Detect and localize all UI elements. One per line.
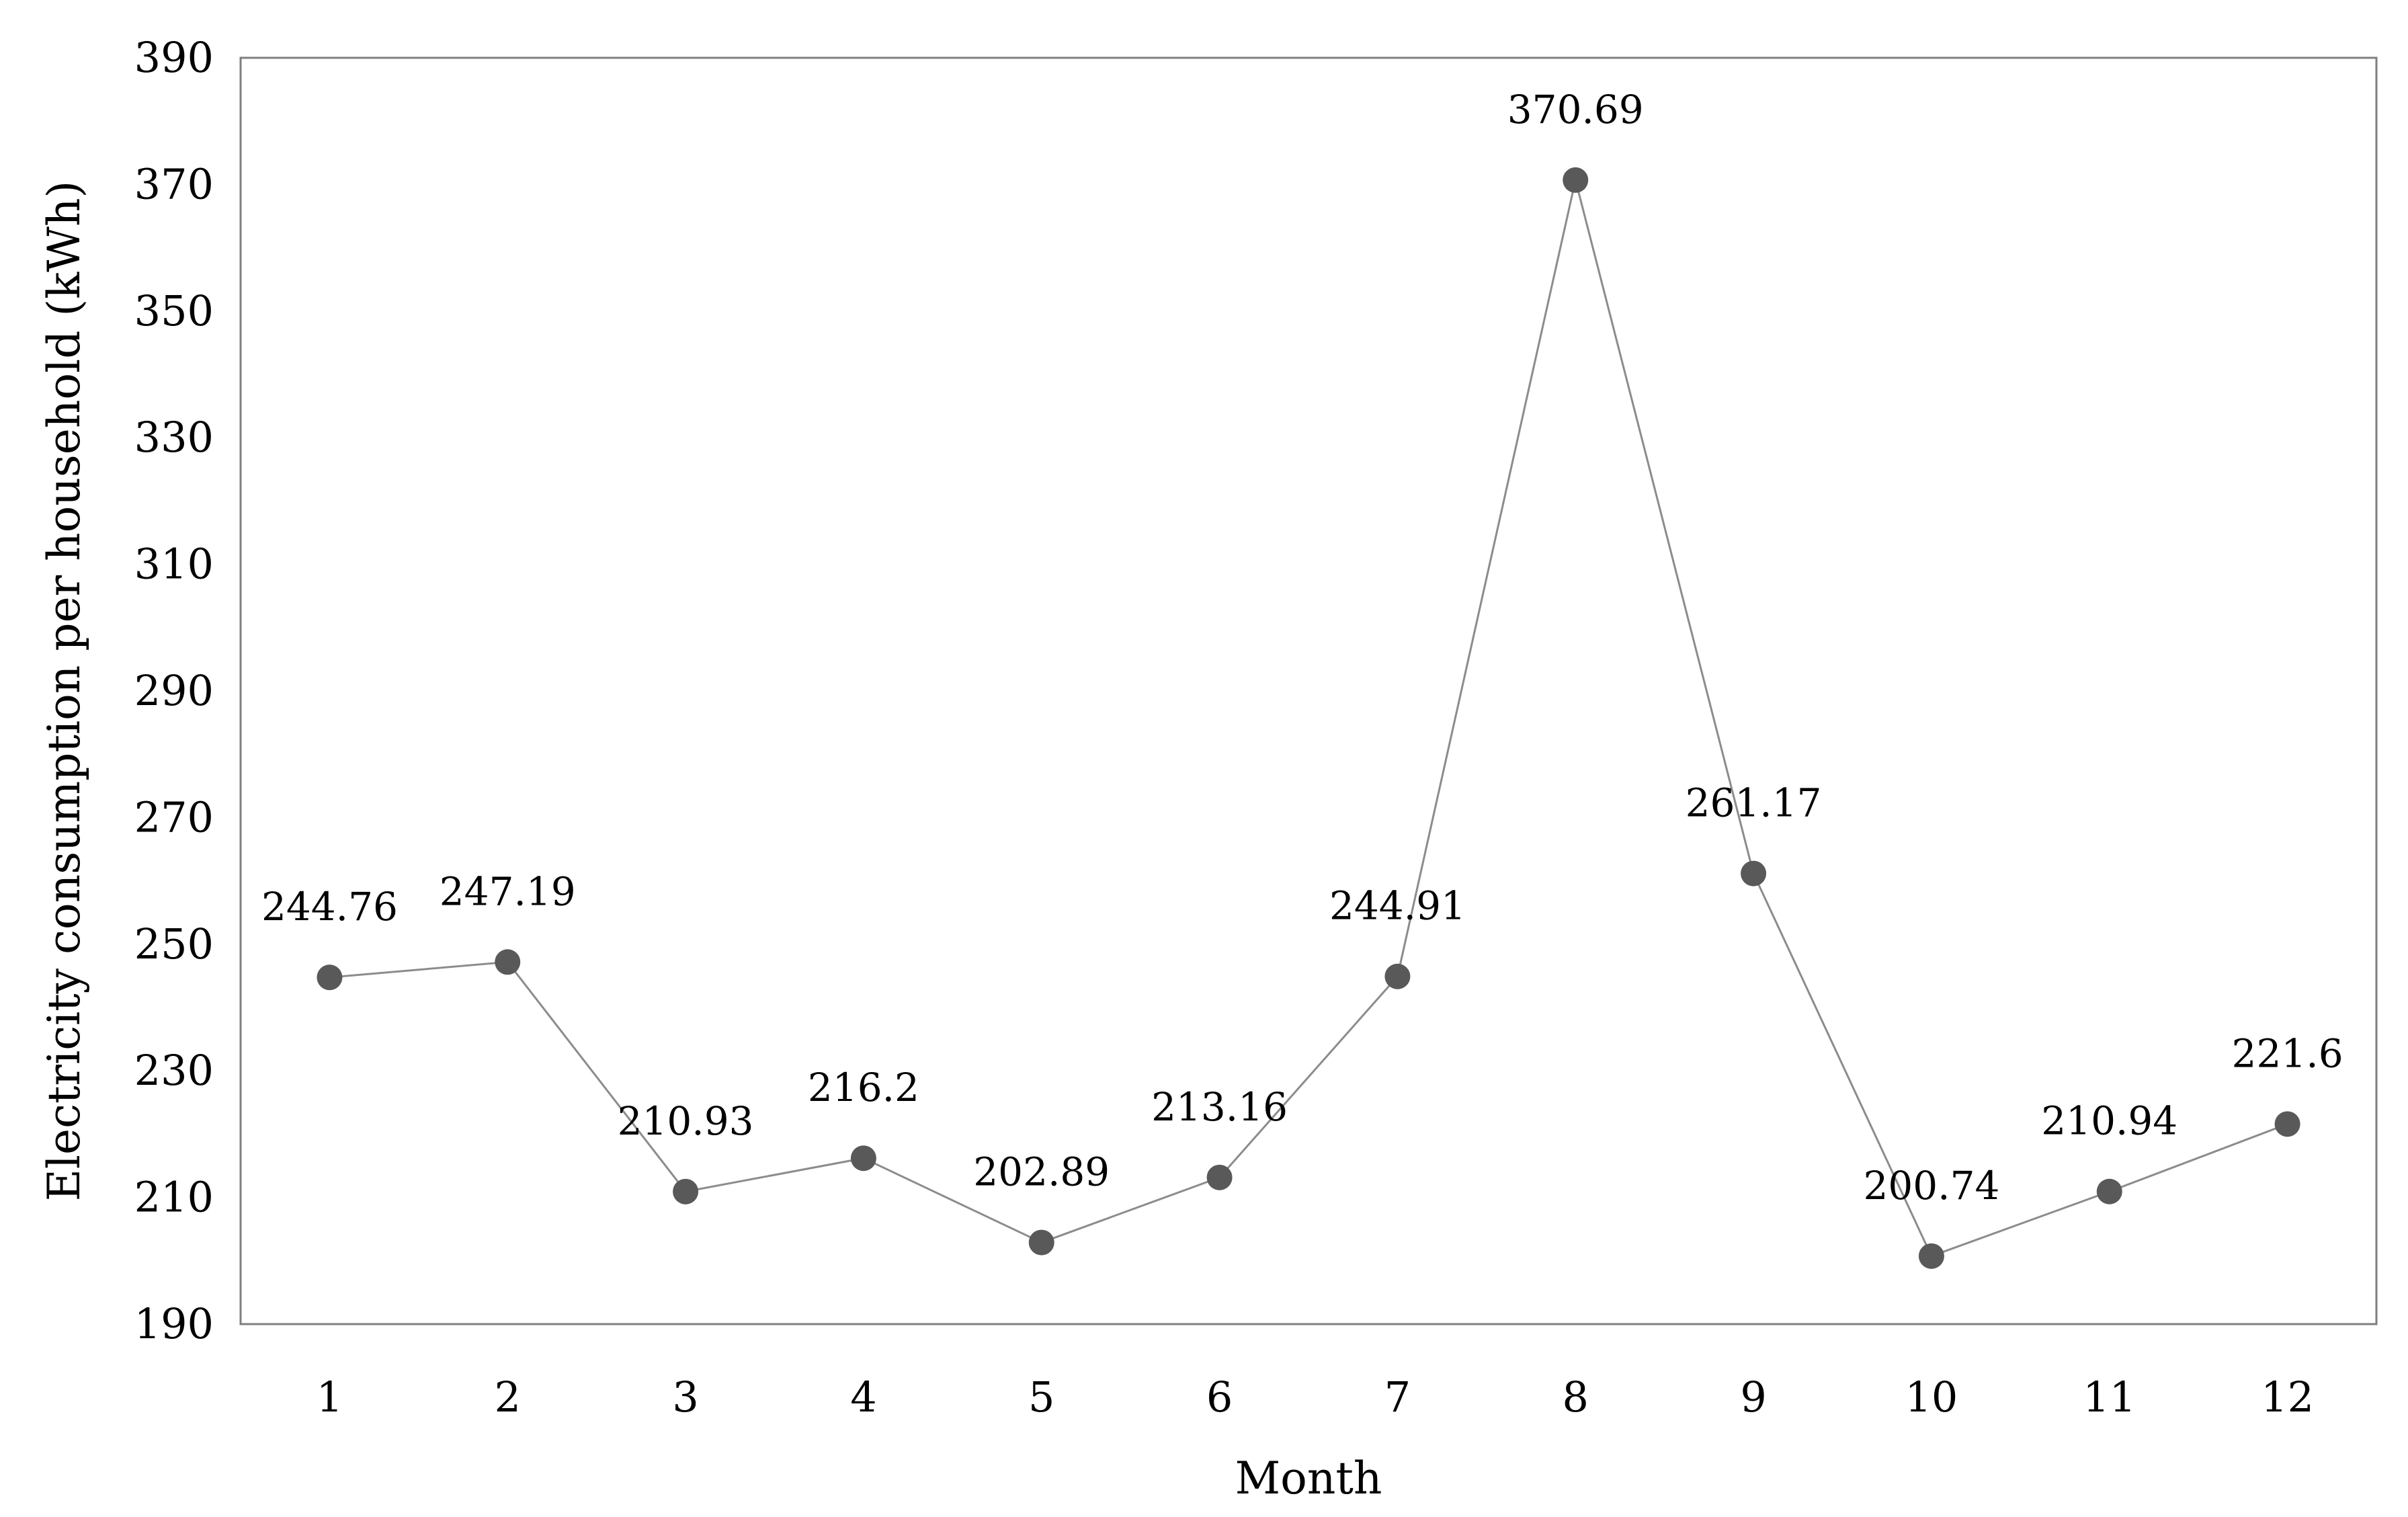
data-points — [317, 167, 2300, 1269]
x-tick-label: 8 — [1563, 1372, 1589, 1422]
data-point — [317, 965, 343, 991]
y-tick-label: 230 — [134, 1046, 214, 1095]
y-tick-label: 310 — [134, 540, 214, 589]
data-label: 370.69 — [1507, 87, 1644, 132]
x-axis-title: Month — [1235, 1452, 1382, 1504]
x-tick-label: 10 — [1905, 1372, 1958, 1422]
data-label: 247.19 — [440, 868, 576, 914]
x-tick-label: 12 — [2261, 1372, 2314, 1422]
y-tick-label: 370 — [134, 159, 214, 208]
data-label: 202.89 — [973, 1149, 1110, 1195]
y-tick-label: 390 — [134, 33, 214, 82]
x-tick-label: 4 — [850, 1372, 876, 1422]
data-label: 244.76 — [261, 884, 398, 930]
data-point — [495, 949, 521, 975]
y-axis-tick-labels: 190 210 230 250 270 290 310 330 350 370 390 — [134, 33, 214, 1348]
data-point — [2274, 1111, 2300, 1137]
x-tick-label: 5 — [1028, 1372, 1054, 1422]
data-point — [850, 1145, 876, 1172]
data-label: 210.93 — [618, 1098, 754, 1144]
data-point — [1206, 1164, 1233, 1190]
y-tick-label: 330 — [134, 413, 214, 462]
data-label: 221.6 — [2232, 1030, 2343, 1076]
data-label: 261.17 — [1686, 780, 1822, 826]
y-tick-label: 290 — [134, 666, 214, 715]
data-point — [673, 1178, 699, 1204]
x-tick-label: 2 — [495, 1372, 521, 1422]
x-tick-label: 11 — [2083, 1372, 2136, 1422]
data-point — [1918, 1243, 1944, 1269]
data-point — [1741, 860, 1767, 887]
x-tick-label: 3 — [672, 1372, 698, 1422]
x-axis-tick-labels: 1 2 3 4 5 6 7 8 9 10 11 12 — [317, 1372, 2314, 1422]
x-tick-label: 9 — [1740, 1372, 1766, 1422]
y-tick-label: 270 — [134, 792, 214, 842]
data-label: 213.16 — [1151, 1084, 1288, 1130]
x-tick-label: 1 — [317, 1372, 343, 1422]
y-tick-label: 190 — [134, 1299, 214, 1348]
data-label: 200.74 — [1863, 1163, 1999, 1208]
y-tick-label: 350 — [134, 286, 214, 335]
data-labels: 244.76 247.19 210.93 216.2 202.89 213.16 244.9… — [261, 87, 2343, 1208]
data-point — [2096, 1178, 2122, 1204]
data-point — [1563, 167, 1589, 193]
series-line — [329, 179, 2288, 1258]
series-line-layer — [329, 179, 2288, 1258]
data-label: 244.91 — [1329, 883, 1466, 929]
data-label: 210.94 — [2041, 1098, 2177, 1144]
data-label: 216.2 — [808, 1065, 919, 1110]
x-tick-label: 6 — [1206, 1372, 1233, 1422]
plot-area-frame — [239, 56, 2378, 1325]
y-tick-label: 210 — [134, 1173, 214, 1222]
data-point — [1384, 963, 1411, 989]
y-tick-label: 250 — [134, 919, 214, 969]
data-point — [1028, 1229, 1054, 1256]
x-tick-label: 7 — [1384, 1372, 1411, 1422]
y-axis-title: Electricity consumption per household (k… — [38, 181, 90, 1202]
